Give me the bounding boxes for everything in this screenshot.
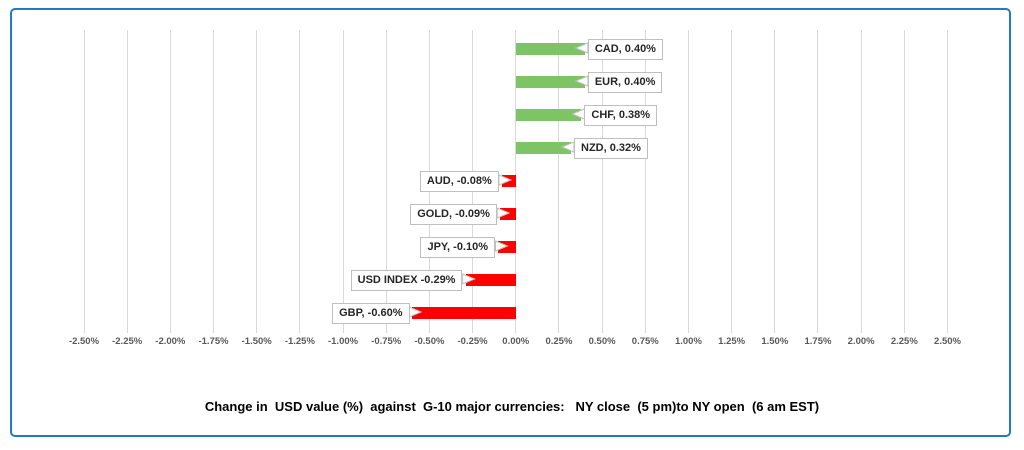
- x-axis-tick-label: -0.25%: [457, 336, 488, 347]
- data-label-callout: GBP, -0.60%: [332, 302, 410, 324]
- gridline: [903, 30, 905, 333]
- x-axis-tick-label: -2.25%: [112, 336, 143, 347]
- gridline: [385, 30, 387, 333]
- bar-nzd: [515, 142, 571, 154]
- x-axis-tick-label: -2.00%: [155, 336, 186, 347]
- data-label-callout: NZD, 0.32%: [574, 137, 648, 159]
- x-axis-tick-label: 1.50%: [761, 336, 789, 347]
- gridline: [601, 30, 603, 333]
- x-axis-tick-label: -2.50%: [68, 336, 100, 347]
- gridline: [860, 30, 862, 333]
- x-axis-tick-label: -0.75%: [371, 336, 402, 347]
- data-label-callout: CAD, 0.40%: [587, 38, 663, 60]
- gridline: [687, 30, 689, 333]
- x-axis-tick-label: -1.00%: [327, 336, 359, 347]
- x-axis-tick-label: -1.50%: [241, 336, 272, 347]
- x-axis-tick-label: 0.50%: [588, 336, 616, 347]
- x-axis-tick-label: 1.00%: [674, 336, 702, 347]
- chart-frame-border: [10, 8, 1011, 437]
- x-axis-tick-label: 1.25%: [718, 336, 746, 347]
- x-axis-tick-label: 0.00%: [502, 336, 530, 347]
- gridline: [256, 30, 258, 333]
- gridline: [731, 30, 733, 333]
- bar-gbp: [412, 307, 516, 319]
- callout-pointer: [574, 75, 589, 87]
- gridline: [126, 30, 128, 333]
- bar-eur: [515, 76, 585, 88]
- x-axis-tick-label: 1.75%: [804, 336, 832, 347]
- x-axis-tick-label: 2.25%: [890, 336, 918, 347]
- callout-pointer: [408, 306, 423, 318]
- x-axis-tick-label: 2.00%: [847, 336, 875, 347]
- gridline: [558, 30, 560, 333]
- bar-cad: [515, 43, 585, 55]
- callout-pointer: [494, 240, 509, 252]
- gridline: [515, 30, 517, 333]
- x-axis-tick-label: -1.25%: [284, 336, 315, 347]
- gridline: [169, 30, 171, 333]
- data-label-callout: JPY, -0.10%: [420, 236, 496, 258]
- x-axis-tick-label: -0.50%: [414, 336, 445, 347]
- callout-pointer: [496, 207, 511, 219]
- gridline: [817, 30, 819, 333]
- x-axis-tick-label: -1.75%: [198, 336, 229, 347]
- x-axis-tick-label: 0.75%: [631, 336, 659, 347]
- callout-pointer: [498, 174, 513, 186]
- callout-pointer: [571, 108, 585, 120]
- gridline: [213, 30, 215, 333]
- gridline: [342, 30, 344, 333]
- callout-pointer: [560, 141, 575, 153]
- chart-title: Change in USD value (%) against G-10 maj…: [204, 399, 820, 414]
- callout-pointer: [574, 42, 589, 54]
- bar-usd-index: [465, 274, 516, 286]
- gridline: [947, 30, 948, 333]
- bar-chf: [515, 109, 582, 121]
- x-axis-tick-label: 0.25%: [545, 336, 573, 347]
- data-label-callout: USD INDEX -0.29%: [350, 269, 463, 291]
- data-label-callout: GOLD, -0.09%: [410, 203, 497, 225]
- gridline: [83, 30, 85, 333]
- gridline: [644, 30, 646, 333]
- callout-pointer: [462, 273, 476, 285]
- gridline: [299, 30, 301, 333]
- data-label-callout: CHF, 0.38%: [584, 104, 658, 126]
- data-label-callout: AUD, -0.08%: [419, 170, 499, 192]
- data-label-callout: EUR, 0.40%: [587, 71, 663, 93]
- gridline: [774, 30, 776, 333]
- x-axis-tick-label: 2.50%: [934, 336, 961, 347]
